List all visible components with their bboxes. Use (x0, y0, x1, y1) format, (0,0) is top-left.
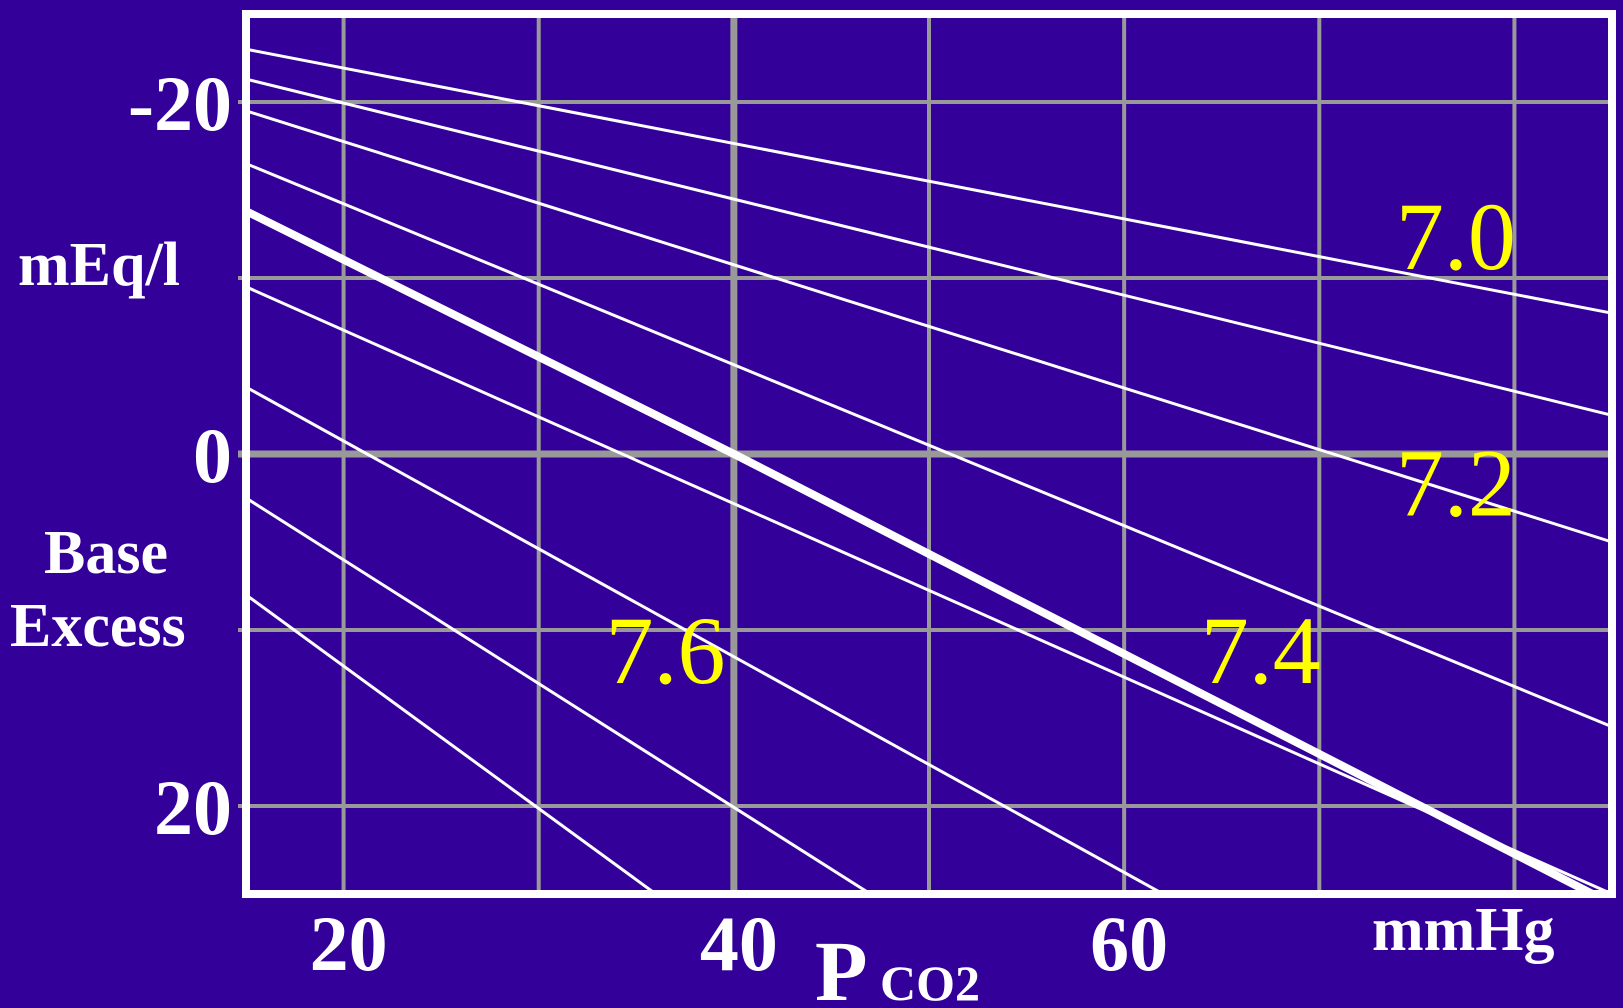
y-axis-label-line1: Base (44, 519, 168, 587)
ph-isopleth-7-0 (245, 47, 1613, 315)
x-tick-labels: 20 40 60 (310, 900, 1169, 987)
x-tick-label: 20 (310, 900, 388, 987)
x-axis-label-main: P (815, 923, 868, 1008)
x-unit-label: mmHg (1372, 896, 1555, 964)
y-tick-label: 20 (154, 764, 232, 851)
ph-isopleth-unlabeled-6 (245, 385, 1164, 896)
y-tick-label: 0 (193, 412, 232, 499)
ph-isopleth-unlabeled-5 (245, 285, 1613, 896)
y-tick-labels: -20 0 20 (128, 60, 232, 851)
ph-isopleths (244, 47, 1613, 898)
ph-isopleth-unlabeled-1 (245, 77, 1613, 417)
ph-isopleth-7-6 (245, 496, 872, 896)
ph-isopleth-unlabeled-8 (245, 593, 657, 896)
ph-label-7-2: 7.2 (1396, 430, 1516, 537)
plot-frame (242, 10, 1616, 898)
y-axis-label-line2: Excess (10, 592, 186, 660)
ph-label-7-6: 7.6 (606, 597, 726, 704)
ph-labels: 7.0 7.2 7.4 7.6 (606, 183, 1516, 704)
ph-isopleth-unlabeled-2 (245, 109, 1613, 544)
ph-label-7-4: 7.4 (1201, 597, 1321, 704)
x-tick-label: 40 (700, 900, 778, 987)
ph-label-7-0: 7.0 (1396, 183, 1516, 290)
ph-isopleth-7-4 (244, 207, 1595, 898)
y-unit-label: mEq/l (18, 231, 180, 299)
y-tick-label: -20 (128, 60, 232, 147)
x-axis-label-subscript: CO2 (880, 955, 980, 1008)
ph-isopleth-7-2 (245, 162, 1613, 729)
x-tick-label: 60 (1090, 900, 1168, 987)
